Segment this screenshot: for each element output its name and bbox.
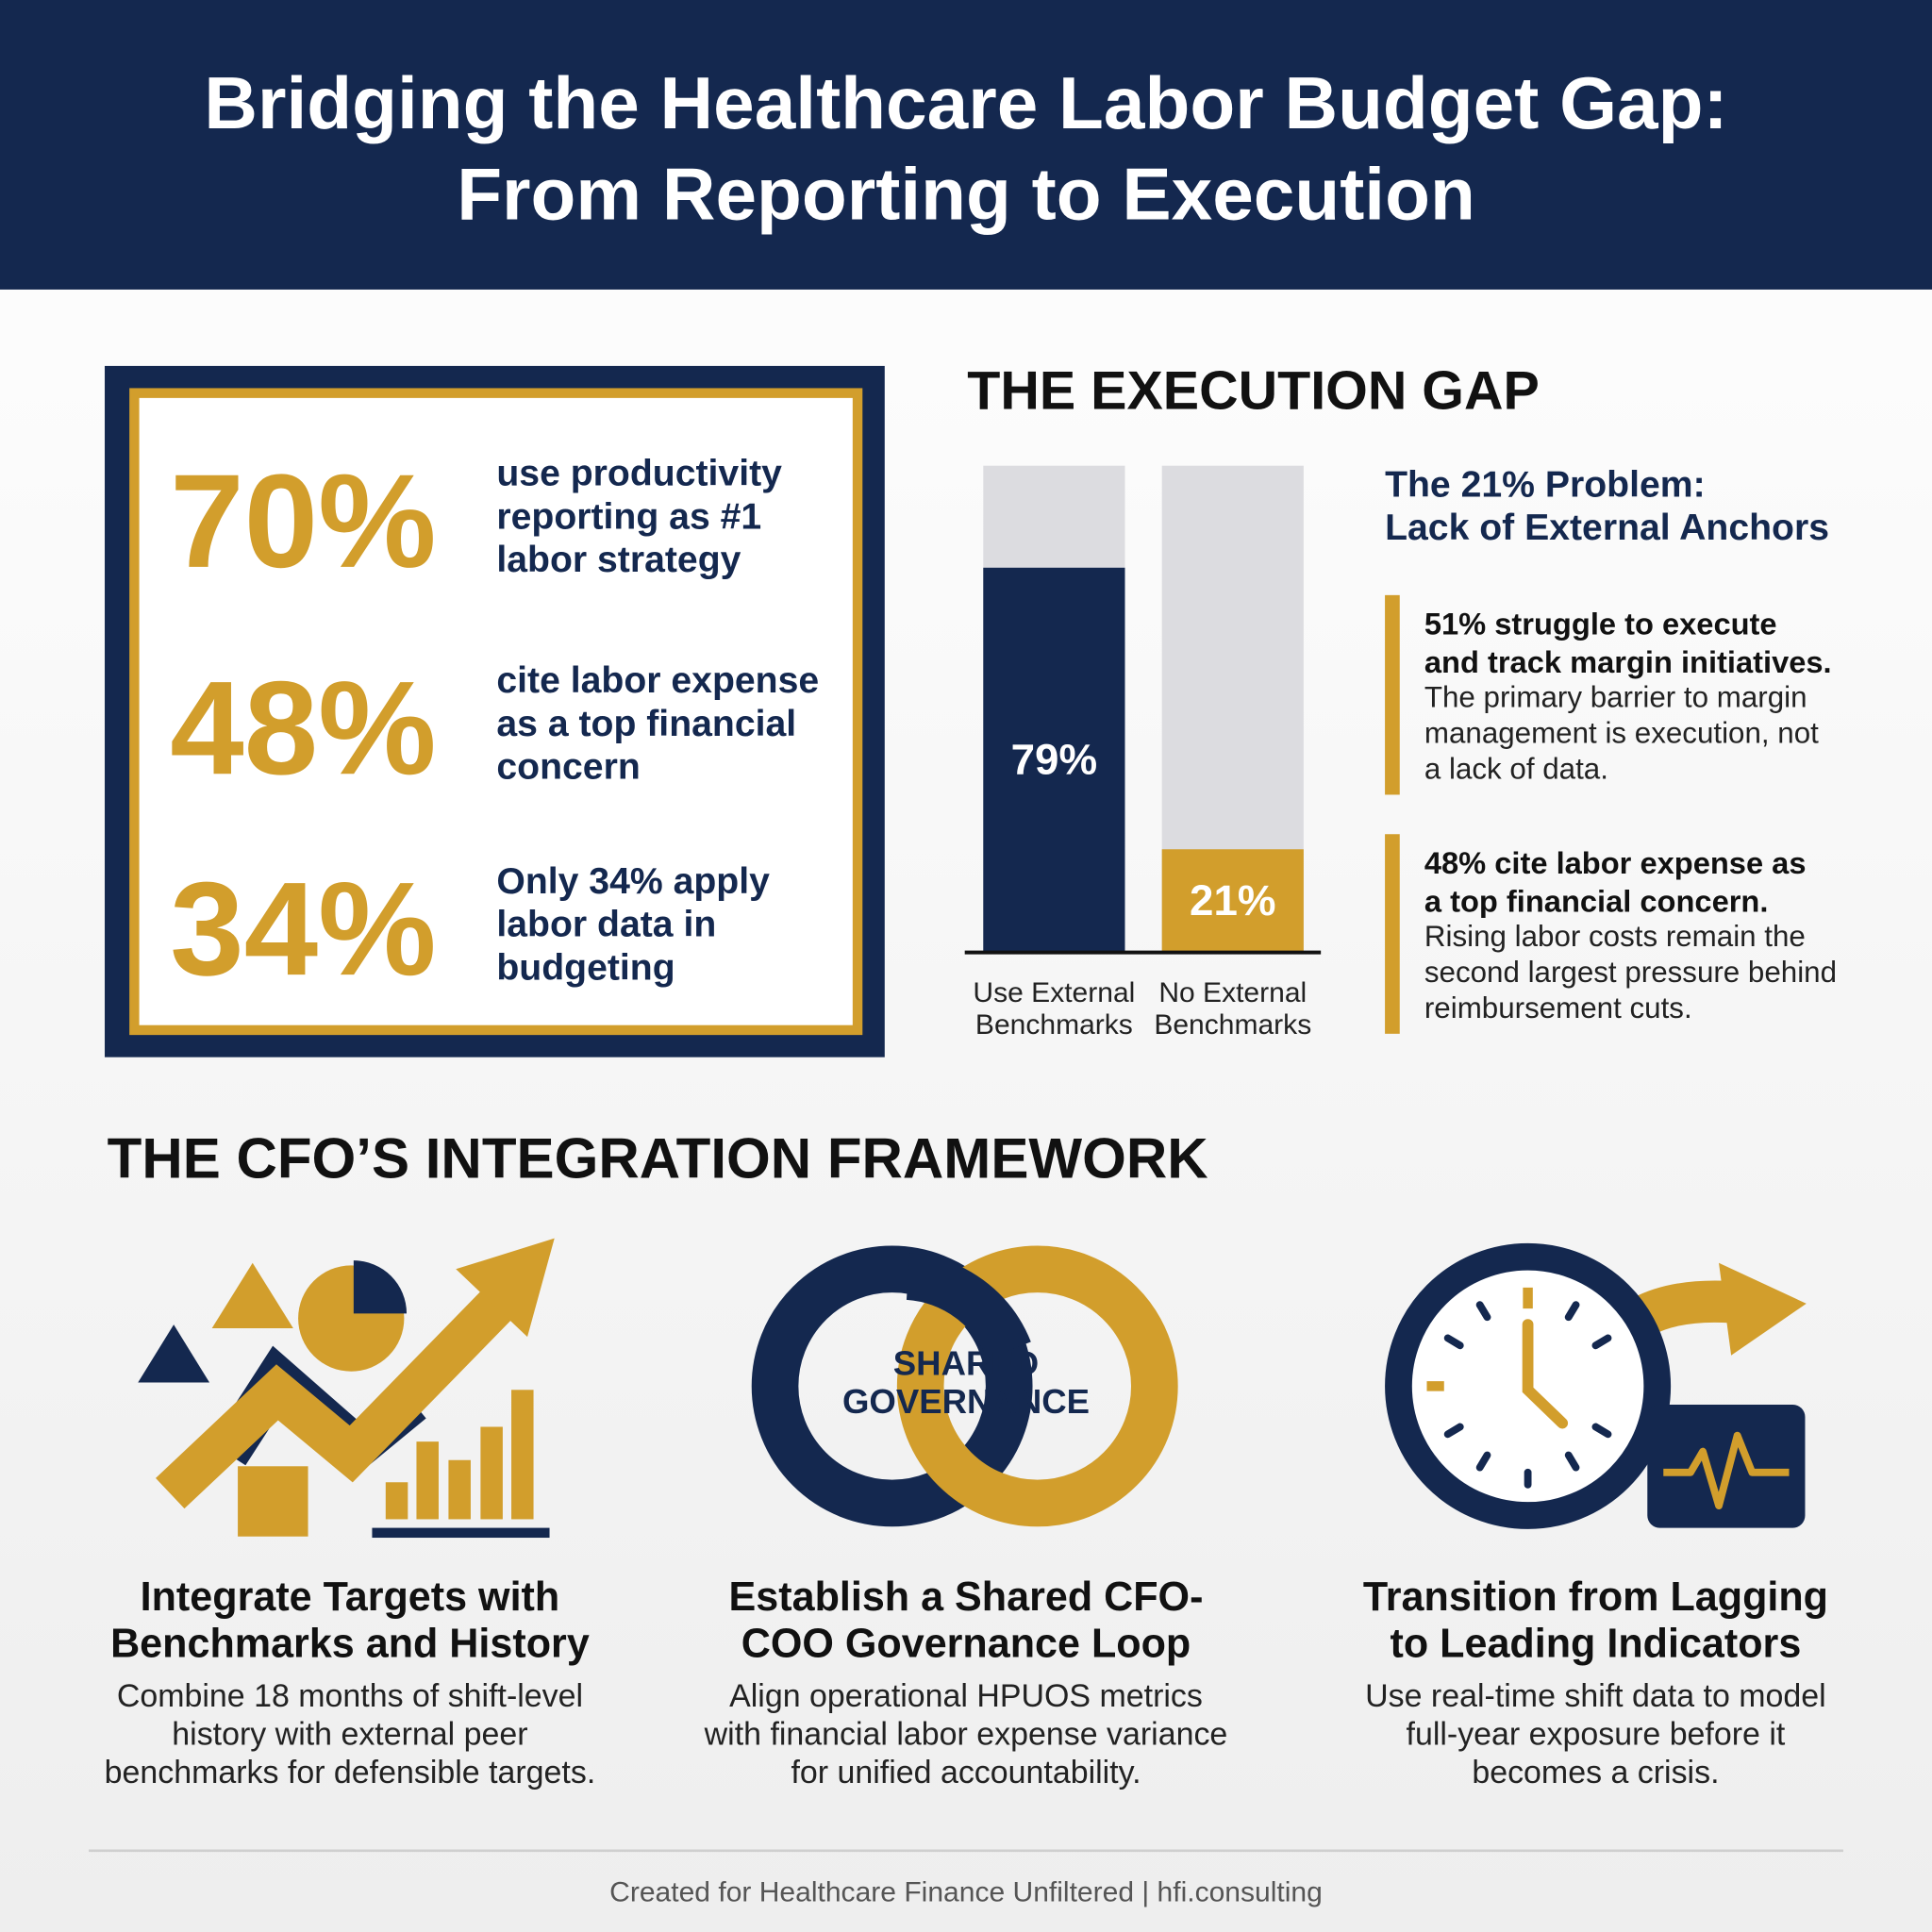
icon-label: SHARED (893, 1344, 1039, 1383)
category-label: No External (1158, 977, 1307, 1008)
item-body: Combine 18 months of shift-level (117, 1678, 583, 1714)
stat-figure: 48% (170, 653, 436, 802)
item-heading: to Leading Indicators (1391, 1622, 1802, 1667)
icon-clock (1385, 1242, 1807, 1529)
point-heading: a top financial concern. (1424, 884, 1769, 919)
item-body: for unified accountability. (791, 1755, 1141, 1790)
stat-text: cite labor expense (496, 660, 819, 701)
section-title: THE CFO’S INTEGRATION FRAMEWORK (108, 1127, 1208, 1191)
item-body: benchmarks for defensible targets. (105, 1755, 596, 1790)
stat-text: use productivity (496, 454, 782, 494)
item-heading: Transition from Lagging (1363, 1574, 1828, 1620)
point-heading: and track margin initiatives. (1424, 644, 1832, 679)
stat-figure: 34% (170, 854, 436, 1003)
category-label: Use External (973, 977, 1135, 1008)
section-title: THE EXECUTION GAP (967, 361, 1540, 422)
item-heading: Integrate Targets with (141, 1574, 560, 1620)
item-body: full-year exposure before it (1407, 1716, 1786, 1752)
point-body: The primary barrier to margin (1424, 681, 1807, 714)
problem-title: Lack of External Anchors (1385, 508, 1829, 548)
stat-text: Only 34% apply (496, 861, 770, 902)
header-band (0, 0, 1932, 290)
category-label: Benchmarks (975, 1009, 1133, 1041)
category-label: Benchmarks (1154, 1009, 1311, 1041)
stats-panel (129, 388, 863, 1036)
point-heading: 48% cite labor expense as (1424, 845, 1807, 880)
stat-text: concern (496, 746, 640, 787)
value-label: 79% (1011, 736, 1097, 784)
footer: Created for Healthcare Finance Unfiltere… (609, 1876, 1323, 1907)
point-body: management is execution, not (1424, 717, 1819, 750)
header-title: Bridging the Healthcare Labor Budget Gap… (204, 61, 1727, 144)
stat-text: as a top financial (496, 704, 796, 744)
item-body: Use real-time shift data to model (1365, 1678, 1826, 1714)
point-heading: 51% struggle to execute (1424, 607, 1777, 641)
point-body: a lack of data. (1424, 752, 1608, 785)
stat-text: reporting as #1 (496, 496, 761, 537)
point-body: second largest pressure behind (1424, 956, 1837, 989)
stat-figure: 70% (170, 446, 436, 595)
item-body: history with external peer (172, 1716, 527, 1752)
item-heading: COO Governance Loop (741, 1622, 1191, 1667)
accent-bar (1385, 594, 1400, 795)
point-body: Rising labor costs remain the (1424, 920, 1806, 953)
stat-text: labor strategy (496, 540, 741, 580)
item-body: Align operational HPUOS metrics (729, 1678, 1203, 1714)
value-label: 21% (1190, 876, 1275, 924)
item-body: with financial labor expense variance (704, 1716, 1228, 1752)
icon-targets (138, 1238, 555, 1539)
header-title: From Reporting to Execution (457, 152, 1475, 235)
stat-text: budgeting (496, 947, 675, 988)
stat-text: labor data in (496, 905, 716, 945)
item-heading: Benchmarks and History (110, 1622, 590, 1667)
item-heading: Establish a Shared CFO- (729, 1574, 1204, 1620)
accent-bar (1385, 834, 1400, 1034)
item-body: becomes a crisis. (1472, 1755, 1719, 1790)
bar (1161, 849, 1304, 952)
problem-title: The 21% Problem: (1385, 464, 1706, 505)
point-body: reimbursement cuts. (1424, 991, 1692, 1024)
icon-governance (751, 1245, 1178, 1527)
bar (983, 567, 1125, 952)
icon-label: GOVERNANCE (842, 1382, 1090, 1421)
